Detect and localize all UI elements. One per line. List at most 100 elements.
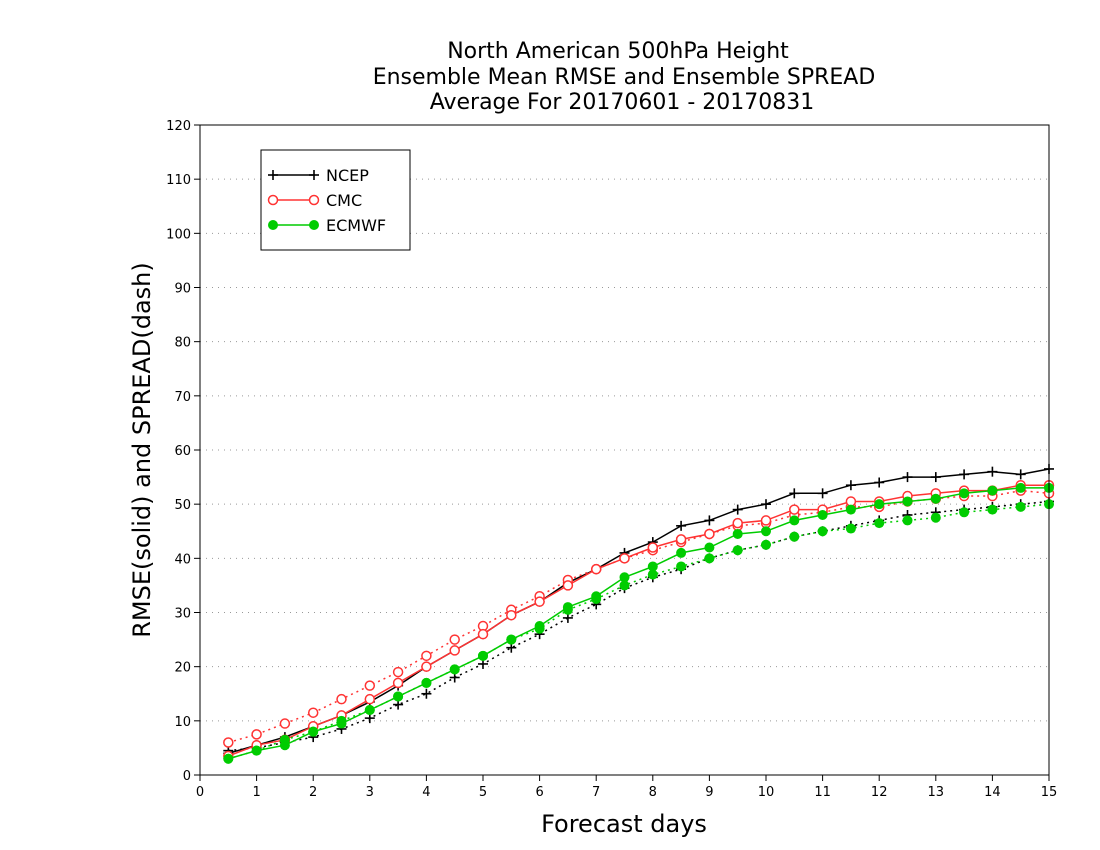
ecmwf-spread-point [845, 523, 856, 534]
x-tick-label: 11 [814, 785, 831, 800]
ncep-rmse-point [1015, 469, 1026, 480]
ncep-rmse-point [732, 504, 743, 515]
legend-label-ecmwf: ECMWF [326, 216, 386, 235]
cmc-rmse-point [421, 661, 432, 672]
ecmwf-spread-point [930, 512, 941, 523]
ecmwf-rmse-point [223, 753, 234, 764]
cmc-spread-point [421, 650, 432, 662]
cmc-rmse-point [590, 563, 602, 575]
y-tick-label: 50 [174, 498, 191, 513]
ecmwf-rmse-point [421, 677, 432, 688]
cmc-spread-point [392, 666, 404, 678]
ncep-rmse-point [704, 515, 715, 526]
y-tick-label: 90 [174, 282, 191, 297]
y-tick-label: 30 [174, 607, 191, 622]
ecmwf-spread-point [704, 553, 715, 564]
ecmwf-spread-point [732, 545, 743, 556]
ecmwf-spread-point [902, 515, 913, 526]
ncep-rmse-point [930, 472, 941, 483]
ecmwf-rmse-point [336, 718, 347, 729]
y-axis-label: RMSE(solid) and SPREAD(dash) [128, 262, 156, 638]
cmc-rmse-point [789, 504, 800, 515]
cmc-rmse-point [675, 534, 687, 545]
x-tick-label: 8 [649, 785, 657, 800]
x-axis-label: Forecast days [541, 810, 707, 838]
x-tick-label: 5 [479, 785, 487, 800]
chart-title: North American 500hPa Height Ensemble Me… [373, 39, 876, 115]
chart-title-line-1: North American 500hPa Height [447, 39, 789, 64]
ncep-rmse-point [761, 499, 771, 510]
ncep-rmse-point [845, 480, 856, 491]
chart-title-line-2: Ensemble Mean RMSE and Ensemble SPREAD [373, 65, 876, 90]
ncep-rmse-point [987, 466, 998, 477]
x-tick-label: 13 [928, 785, 945, 800]
legend-marker-ecmwf [268, 220, 278, 230]
ncep-rmse-point [789, 488, 800, 499]
ncep-rmse-point [959, 469, 970, 480]
ecmwf-spread-point [789, 531, 800, 542]
ecmwf-spread-point [817, 526, 828, 537]
ecmwf-rmse-point [676, 547, 687, 558]
cmc-spread-point [364, 680, 376, 691]
cmc-spread-point [279, 718, 291, 729]
y-tick-label: 20 [174, 661, 191, 676]
cmc-rmse-point [562, 580, 574, 591]
cmc-rmse-point [704, 528, 715, 540]
ecmwf-rmse-point [1015, 482, 1026, 493]
ecmwf-rmse-point [959, 488, 970, 499]
ecmwf-spread-point [761, 539, 771, 550]
ecmwf-rmse-point [308, 726, 319, 737]
y-tick-label: 120 [166, 119, 191, 134]
ncep-spread-line [228, 500, 1050, 752]
series-layer [223, 463, 1055, 764]
ncep-rmse-point [874, 477, 885, 488]
x-tick-label: 4 [422, 785, 430, 800]
ecmwf-rmse-point [930, 493, 941, 504]
ecmwf-rmse-point [817, 510, 828, 520]
cmc-rmse-point [364, 693, 376, 705]
y-tick-label: 0 [183, 769, 191, 784]
legend-label-ncep: NCEP [326, 166, 369, 185]
x-tick-label: 0 [196, 785, 204, 800]
legend-marker-ncep [268, 170, 278, 180]
legend-marker-ecmwf [309, 220, 319, 230]
ecmwf-spread-point [987, 504, 998, 515]
ncep-rmse-point [902, 472, 913, 483]
ncep-rmse-line [228, 468, 1050, 755]
x-tick-label: 10 [758, 785, 775, 800]
ecmwf-rmse-point [761, 526, 771, 537]
ecmwf-rmse-point [279, 740, 290, 751]
cmc-spread-point [251, 729, 262, 740]
y-tick-label: 80 [174, 336, 191, 351]
x-tick-label: 12 [871, 785, 888, 800]
ncep-rmse-point [817, 488, 828, 499]
ecmwf-rmse-point [845, 504, 856, 515]
x-tick-label: 6 [535, 785, 543, 800]
x-tick-label: 7 [592, 785, 600, 800]
cmc-spread-line [228, 489, 1050, 744]
y-tick-label: 60 [174, 444, 191, 459]
grid-lines [200, 178, 1049, 722]
ecmwf-spread-point [647, 569, 658, 580]
x-tick-label: 15 [1041, 785, 1058, 800]
ecmwf-rmse-point [534, 621, 545, 632]
legend-label-cmc: CMC [326, 191, 362, 210]
cmc-spread-point [307, 707, 319, 718]
ecmwf-rmse-point [478, 650, 488, 661]
ecmwf-rmse-point [619, 572, 630, 583]
ecmwf-rmse-point [393, 691, 404, 702]
ecmwf-spread-point [959, 507, 970, 518]
legend-marker-cmc [308, 194, 320, 206]
legend-marker-cmc [267, 194, 279, 206]
y-tick-label: 70 [174, 390, 191, 405]
cmc-rmse-point [760, 515, 772, 526]
cmc-rmse-point [647, 542, 659, 553]
ecmwf-rmse-point [506, 634, 517, 645]
cmc-rmse-line [228, 484, 1049, 757]
y-tick-label: 110 [166, 173, 191, 188]
x-tick-label: 2 [309, 785, 317, 800]
ecmwf-rmse-point [591, 591, 602, 602]
y-tick-label: 10 [174, 715, 191, 730]
ecmwf-rmse-point [647, 561, 658, 572]
